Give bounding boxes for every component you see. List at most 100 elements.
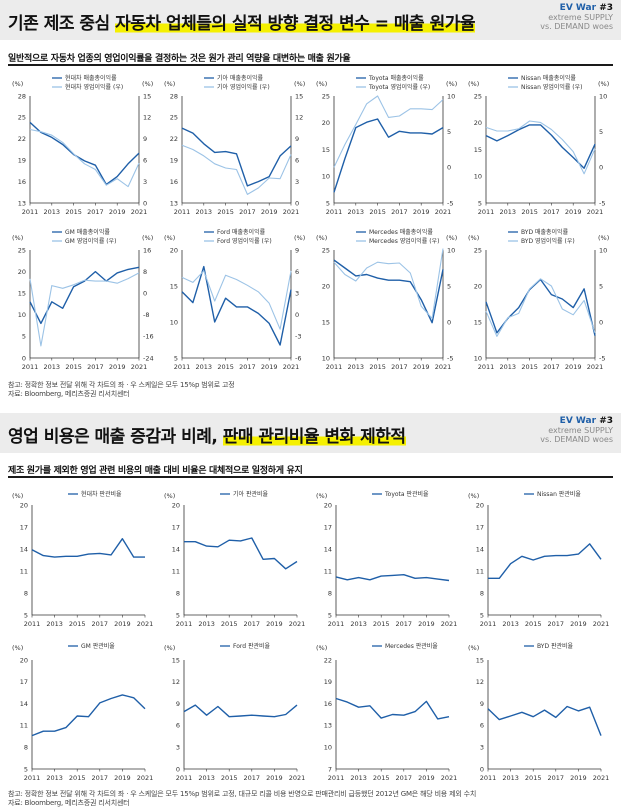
y-tick-left: 9 (176, 700, 180, 708)
x-tick-label: 2021 (593, 774, 610, 782)
x-tick-label: 2017 (543, 363, 560, 371)
series-line-byd (485, 278, 596, 337)
y-unit-left: (%) (164, 80, 175, 88)
x-tick-label: 2021 (435, 363, 452, 371)
y-tick-left: 14 (20, 545, 28, 553)
legend-label: Mercedes 매출총이익률 (369, 228, 433, 236)
y-tick-right: 9 (295, 135, 299, 143)
y-tick-right: 12 (295, 114, 303, 122)
y-tick-right: -24 (143, 354, 154, 362)
x-tick-label: 2013 (44, 363, 61, 371)
x-tick-label: 2011 (24, 774, 41, 782)
legend-label: 현대차 매출총이익률 (65, 74, 117, 82)
y-tick-left: 7 (328, 765, 332, 773)
x-tick-label: 2015 (373, 620, 390, 628)
series-line-series (181, 144, 292, 195)
y-tick-left: 20 (170, 246, 178, 254)
x-tick-label: 2015 (69, 620, 86, 628)
series-line-gm (29, 272, 140, 347)
y-tick-left: 5 (24, 611, 28, 619)
x-tick-label: 2021 (283, 363, 300, 371)
series-line-nissan (485, 124, 596, 169)
x-tick-label: 2011 (22, 208, 39, 216)
series-line-gm (31, 694, 146, 737)
x-tick-label: 2015 (221, 774, 238, 782)
legend-label: GM 매출총이익률 (65, 228, 110, 236)
x-tick-label: 2019 (109, 208, 126, 216)
y-tick-left: 11 (20, 567, 28, 575)
y-unit-right: (%) (598, 80, 609, 88)
bottom-note: 참고: 정확한 정보 전달 위해 각 차트의 좌 · 우 스케일은 모두 15%… (8, 790, 477, 798)
y-tick-left: 20 (474, 282, 482, 290)
legend-label: Toyota 매출총이익률 (368, 74, 424, 82)
x-tick-label: 2013 (196, 363, 213, 371)
y-tick-left: 8 (176, 589, 180, 597)
y-tick-left: 5 (480, 611, 484, 619)
legend-label: Ford 매출총이익률 (217, 228, 266, 236)
y-tick-left: 17 (20, 523, 28, 531)
brand-ev-war: EV War (559, 416, 597, 426)
x-tick-label: 2017 (391, 208, 408, 216)
y-tick-left: 19 (324, 678, 332, 686)
bottom-divider (8, 476, 613, 478)
y-tick-left: 15 (18, 290, 26, 298)
y-tick-left: 11 (20, 722, 28, 730)
y-tick-left: 13 (324, 722, 332, 730)
y-tick-right: -8 (143, 311, 149, 319)
y-tick-left: 16 (18, 178, 26, 186)
bottom-title-highlight: 판매 관리비율 변화 제한적 (222, 427, 406, 447)
x-tick-label: 2015 (65, 363, 82, 371)
series-line-series (31, 538, 145, 558)
legend-label: BYD 판관비율 (537, 642, 574, 650)
y-tick-left: 15 (474, 318, 482, 326)
y-unit-left: (%) (12, 644, 23, 652)
y-tick-left: 3 (176, 744, 180, 752)
x-tick-label: 2019 (261, 363, 278, 371)
x-tick-label: 2015 (521, 363, 538, 371)
legend-label: GM 판관비율 (81, 642, 115, 650)
y-tick-left: 10 (170, 318, 178, 326)
x-tick-label: 2021 (441, 774, 458, 782)
series-line-mercedes (335, 697, 450, 720)
series-line-nissan (485, 120, 596, 175)
y-tick-left: 17 (476, 523, 484, 531)
y-tick-left: 15 (476, 656, 484, 664)
x-tick-label: 2013 (198, 774, 215, 782)
y-tick-left: 10 (18, 311, 26, 319)
x-tick-label: 2017 (391, 363, 408, 371)
y-unit-right: (%) (142, 234, 153, 242)
legend-label: 현대차 판관비율 (81, 490, 122, 498)
x-tick-label: 2019 (413, 208, 430, 216)
x-tick-label: 2013 (46, 620, 63, 628)
y-tick-left: 14 (172, 545, 180, 553)
y-unit-left: (%) (468, 492, 479, 500)
x-tick-label: 2015 (217, 208, 234, 216)
brand-series-num: #3 (599, 416, 613, 426)
y-tick-left: 13 (18, 199, 26, 207)
top-title-highlight: 자동차 업체들의 실적 방향 결정 변수 = 매출 원가율 (115, 14, 476, 34)
bottom-header-band: 영업 비용은 매출 증감과 비례, 판매 관리비율 변화 제한적 EV War … (0, 413, 621, 453)
y-tick-left: 5 (326, 199, 330, 207)
x-tick-label: 2013 (46, 774, 63, 782)
y-tick-left: 3 (480, 744, 484, 752)
x-tick-label: 2013 (350, 774, 367, 782)
legend-label: GM 영업이익률 (우) (65, 237, 116, 245)
bottom-section-title: 영업 비용은 매출 증감과 비례, 판매 관리비율 변화 제한적 (8, 422, 406, 447)
y-tick-left: 15 (474, 146, 482, 154)
x-tick-label: 2021 (137, 774, 154, 782)
x-tick-label: 2011 (326, 208, 343, 216)
y-tick-right: -3 (295, 333, 301, 341)
y-tick-right: 6 (295, 157, 299, 165)
brand-ev-war: EV War (559, 3, 597, 13)
x-tick-label: 2013 (502, 774, 519, 782)
x-tick-label: 2021 (587, 363, 604, 371)
y-tick-left: 11 (172, 567, 180, 575)
